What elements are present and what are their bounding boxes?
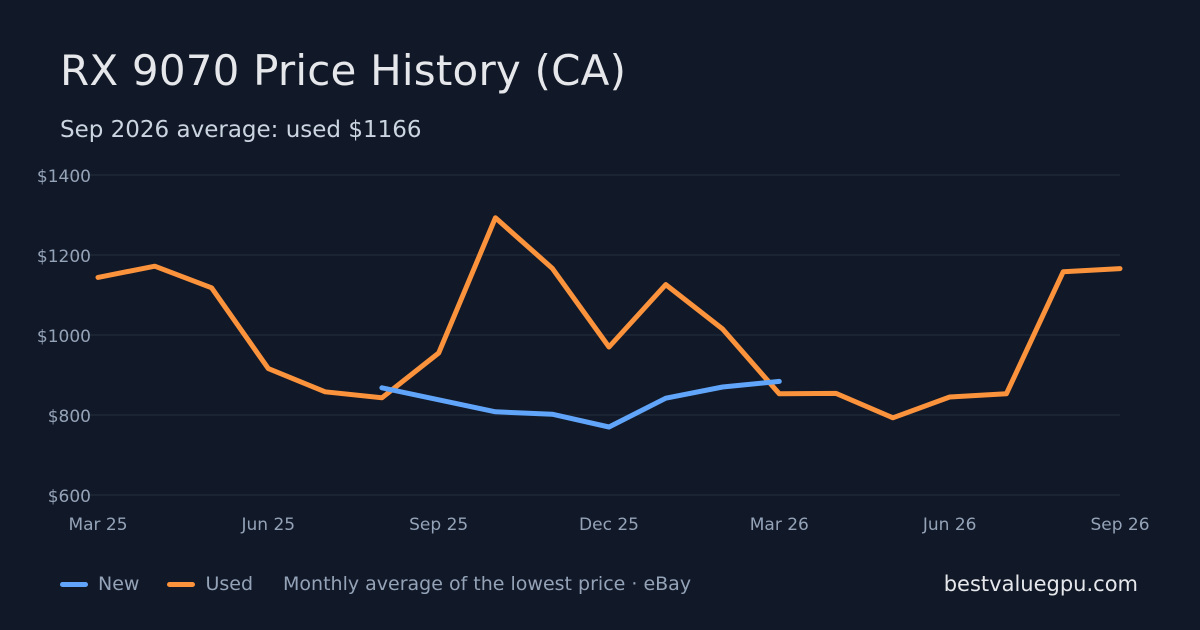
chart-title: RX 9070 Price History (CA) xyxy=(60,46,627,95)
source-note: Monthly average of the lowest price · eB… xyxy=(283,573,692,595)
x-tick-label: Sep 25 xyxy=(409,515,468,535)
grid-lines xyxy=(60,174,1120,496)
y-tick-label: $1000 xyxy=(37,327,91,347)
x-tick-label: Jun 26 xyxy=(922,515,977,535)
y-tick-label: $1400 xyxy=(37,167,91,187)
x-tick-label: Jun 25 xyxy=(241,515,296,535)
legend-item-used: Used xyxy=(167,573,253,595)
site-link[interactable]: bestvaluegpu.com xyxy=(943,572,1138,596)
legend: New Used Monthly average of the lowest p… xyxy=(60,573,691,595)
y-tick-label: $800 xyxy=(48,407,91,427)
y-axis-ticks: $600 $800 $1000 $1200 $1400 xyxy=(37,167,91,507)
x-axis-ticks: Mar 25 Jun 25 Sep 25 Dec 25 Mar 26 Jun 26 Sep … xyxy=(68,515,1149,535)
y-tick-label: $1200 xyxy=(37,247,91,267)
legend-swatch-used xyxy=(167,581,196,587)
chart-subtitle: Sep 2026 average: used $1166 xyxy=(60,117,422,143)
x-tick-label: Sep 26 xyxy=(1090,515,1149,535)
legend-label-new: New xyxy=(98,573,140,595)
x-tick-label: Dec 25 xyxy=(579,515,639,535)
x-tick-label: Mar 26 xyxy=(750,515,809,535)
series-lines xyxy=(95,215,1123,430)
x-tick-label: Mar 25 xyxy=(68,515,127,535)
legend-label-used: Used xyxy=(205,573,254,595)
series-line-used xyxy=(95,215,1123,421)
legend-swatch-new xyxy=(60,581,88,587)
legend-item-new: New xyxy=(60,573,139,595)
series-line-new xyxy=(379,378,782,430)
y-tick-label: $600 xyxy=(48,487,91,507)
